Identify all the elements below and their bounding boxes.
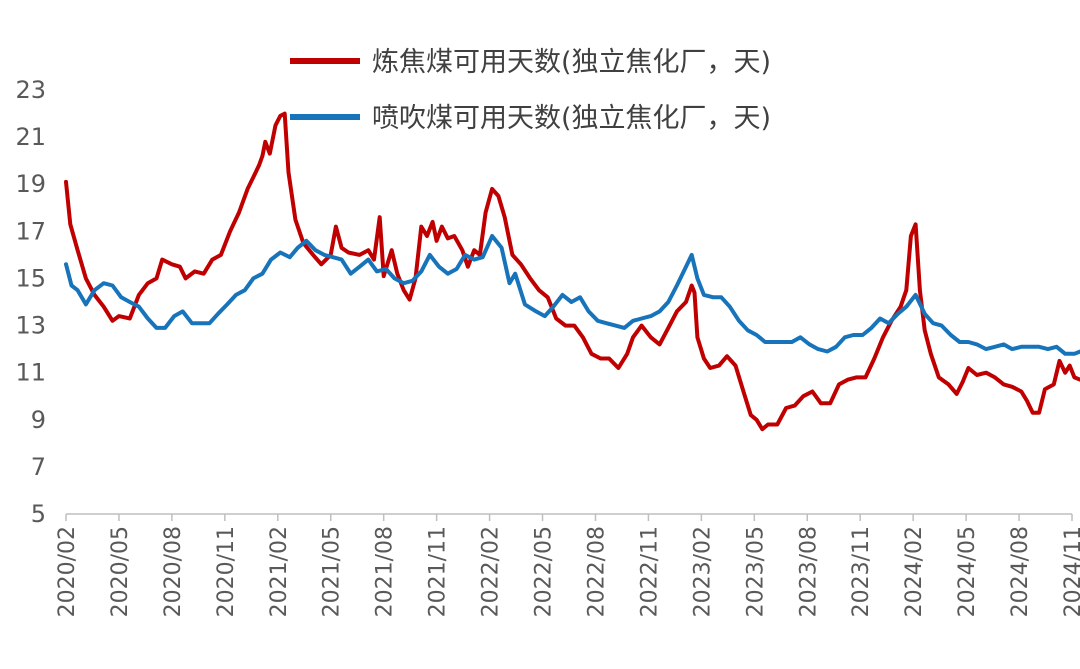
y-tick-label: 17 xyxy=(15,217,46,245)
x-tick-label: 2024/05 xyxy=(955,526,980,617)
x-tick-label: 2020/05 xyxy=(108,526,133,617)
x-tick-label: 2024/11 xyxy=(1061,526,1080,617)
x-tick-label: 2023/02 xyxy=(690,526,715,617)
x-tick-label: 2022/08 xyxy=(584,526,609,617)
series-line-coking-coal xyxy=(64,111,1080,432)
x-tick-label: 2021/05 xyxy=(320,526,345,617)
y-tick-label: 13 xyxy=(15,312,46,340)
x-axis-ticks: 2020/02 2020/05 2020/08 2020/11 2021/02 2021/… xyxy=(55,514,1080,617)
y-axis-ticks: 23 21 19 17 15 13 11 9 7 5 xyxy=(15,76,46,528)
y-tick-label: 11 xyxy=(15,359,46,387)
x-tick-label: 2021/08 xyxy=(373,526,398,617)
y-tick-label: 7 xyxy=(31,453,46,481)
x-tick-label: 2022/11 xyxy=(637,526,662,617)
y-tick-label: 21 xyxy=(15,123,46,151)
x-tick-label: 2022/02 xyxy=(479,526,504,617)
y-tick-label: 9 xyxy=(31,406,46,434)
x-tick-label: 2020/08 xyxy=(161,526,186,617)
y-tick-label: 23 xyxy=(15,76,46,104)
x-tick-label: 2020/02 xyxy=(55,526,80,617)
y-tick-label: 5 xyxy=(31,500,46,528)
x-tick-label: 2021/11 xyxy=(426,526,451,617)
legend: 炼焦煤可用天数(独立焦化厂，天) 喷吹煤可用天数(独立焦化厂，天) xyxy=(290,47,771,134)
series-lines xyxy=(64,111,1080,432)
x-tick-label: 2020/11 xyxy=(214,526,239,617)
y-tick-label: 19 xyxy=(15,170,46,198)
x-tick-label: 2021/02 xyxy=(267,526,292,617)
legend-label-coking-coal: 炼焦煤可用天数(独立焦化厂，天) xyxy=(372,47,771,78)
x-tick-label: 2024/02 xyxy=(902,526,927,617)
x-tick-label: 2023/05 xyxy=(743,526,768,617)
x-tick-label: 2022/05 xyxy=(532,526,557,617)
series-line-injection-coal xyxy=(64,234,1080,356)
x-tick-label: 2023/11 xyxy=(849,526,874,617)
x-tick-label: 2024/08 xyxy=(1008,526,1033,617)
y-tick-label: 15 xyxy=(15,264,46,292)
legend-label-injection-coal: 喷吹煤可用天数(独立焦化厂，天) xyxy=(372,103,771,134)
x-tick-label: 2023/08 xyxy=(796,526,821,617)
